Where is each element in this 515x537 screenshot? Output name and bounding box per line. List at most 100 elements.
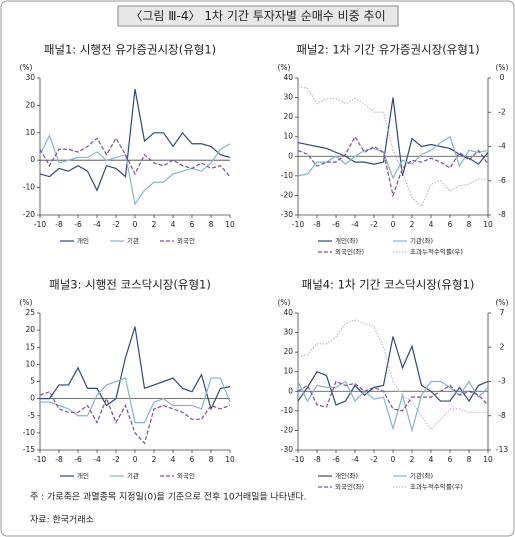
y2-tick-label: 2 <box>500 342 505 351</box>
x-tick-label: 4 <box>429 455 434 464</box>
x-tick-label: -4 <box>93 455 101 464</box>
x-tick-label: -10 <box>34 220 46 229</box>
source: 자료: 한국거래소 <box>30 515 94 526</box>
legend-label: 초과누적수익률(우) <box>410 247 463 256</box>
y2-tick-label: 7 <box>500 308 505 317</box>
legend-label: 외국인 <box>177 471 195 480</box>
y2-axis-label: (%) <box>496 298 509 307</box>
legend-label: 기관 <box>127 471 139 480</box>
series-line <box>297 380 489 412</box>
y-axis-label: (%) <box>278 63 291 72</box>
legend-label: 개인 <box>77 236 89 245</box>
legend-label: 외국인 <box>177 236 195 245</box>
x-tick-label: 8 <box>467 455 472 464</box>
y-tick-label: -20 <box>23 210 35 219</box>
x-tick-label: 2 <box>152 455 157 464</box>
x-tick-label: 10 <box>225 455 235 464</box>
x-tick-label: -8 <box>55 220 63 229</box>
x-tick-label: -10 <box>34 455 46 464</box>
x-tick-label: 10 <box>483 455 493 464</box>
x-tick-label: -6 <box>74 220 82 229</box>
x-tick-label: -2 <box>370 455 378 464</box>
series-line <box>39 88 231 192</box>
y-tick-label: -10 <box>281 406 293 415</box>
y-axis-label: (%) <box>20 63 33 72</box>
x-tick-label: 4 <box>429 220 434 229</box>
figure-title: 〈그림 Ⅲ-4〉 1차 기간 투자자별 순매수 비중 추이 <box>130 9 385 23</box>
legend-label: 외국인(좌) <box>335 482 364 491</box>
y-tick-label: 20 <box>283 112 293 121</box>
y-tick-label: 30 <box>283 328 293 337</box>
y-tick-label: 20 <box>283 347 293 356</box>
y-tick-label: 25 <box>25 308 35 317</box>
y-tick-label: -5 <box>28 411 36 420</box>
y-tick-label: 40 <box>283 73 293 82</box>
x-tick-label: -4 <box>351 220 359 229</box>
y-tick-label: 0 <box>288 386 293 395</box>
series-line <box>40 326 231 411</box>
y-tick-label: 0 <box>30 155 35 164</box>
y-tick-label: 10 <box>25 359 35 368</box>
note: 주 : 가로축은 과열종목 지정일(0)을 기준으로 전후 10거래일을 나타낸… <box>30 492 307 503</box>
x-tick-label: -2 <box>112 220 120 229</box>
x-tick-label: -8 <box>313 220 321 229</box>
x-tick-label: -2 <box>112 455 120 464</box>
series-line <box>40 377 231 424</box>
y-tick-label: 10 <box>25 128 35 137</box>
x-tick-label: 2 <box>152 220 157 229</box>
legend-label: 초과누적수익률(우) <box>410 482 463 491</box>
x-tick-label: 6 <box>448 455 453 464</box>
y-tick-label: 30 <box>283 93 293 102</box>
y-tick-label: 20 <box>25 325 35 334</box>
x-tick-label: -10 <box>292 455 304 464</box>
x-tick-label: 4 <box>171 455 176 464</box>
x-tick-label: 8 <box>467 220 472 229</box>
legend-label: 개인(좌) <box>335 471 358 480</box>
y-tick-label: -10 <box>281 171 293 180</box>
x-tick-label: 0 <box>391 455 396 464</box>
title-box <box>117 5 399 27</box>
x-tick-label: 6 <box>190 220 195 229</box>
y2-tick-label: -2 <box>498 107 506 116</box>
y-axis-label: (%) <box>20 298 33 307</box>
y-tick-label: 40 <box>283 308 293 317</box>
x-tick-label: -8 <box>313 455 321 464</box>
y-tick-label: -30 <box>281 210 293 219</box>
x-tick-label: 8 <box>209 220 214 229</box>
x-tick-label: 0 <box>391 220 396 229</box>
series-line <box>39 137 231 178</box>
series-line <box>297 319 488 431</box>
y-tick-label: 10 <box>283 132 293 141</box>
y2-tick-label: -4 <box>498 142 506 151</box>
x-tick-label: 2 <box>410 220 415 229</box>
y-tick-label: 0 <box>30 394 35 403</box>
x-tick-label: -10 <box>292 220 304 229</box>
y-tick-label: -10 <box>23 428 35 437</box>
x-tick-label: 0 <box>133 220 138 229</box>
y2-tick-label: -13 <box>496 445 508 454</box>
series-line <box>297 135 489 198</box>
series-line <box>297 135 489 180</box>
y-tick-label: 10 <box>283 367 293 376</box>
y2-axis-label: (%) <box>496 63 509 72</box>
panel-title: 패널1: 시행전 유가증권시장(유형1) <box>44 43 216 57</box>
y-tick-label: -20 <box>281 425 293 434</box>
x-tick-label: -8 <box>55 455 63 464</box>
y2-tick-label: 0 <box>500 73 505 82</box>
y-tick-label: 20 <box>25 100 35 109</box>
x-tick-label: -4 <box>351 455 359 464</box>
legend-label: 기관 <box>127 236 139 245</box>
x-tick-label: 6 <box>190 455 195 464</box>
x-tick-label: -2 <box>370 220 378 229</box>
y-tick-label: 0 <box>288 151 293 160</box>
y2-tick-label: -6 <box>498 176 506 185</box>
y2-tick-label: -8 <box>498 411 506 420</box>
y2-tick-label: -8 <box>498 210 506 219</box>
x-tick-label: 0 <box>133 455 138 464</box>
x-tick-label: -4 <box>93 220 101 229</box>
y-tick-label: -15 <box>23 445 35 454</box>
x-tick-label: 6 <box>448 220 453 229</box>
panel-title: 패널3: 시행전 코스닥시장(유형1) <box>49 278 211 292</box>
